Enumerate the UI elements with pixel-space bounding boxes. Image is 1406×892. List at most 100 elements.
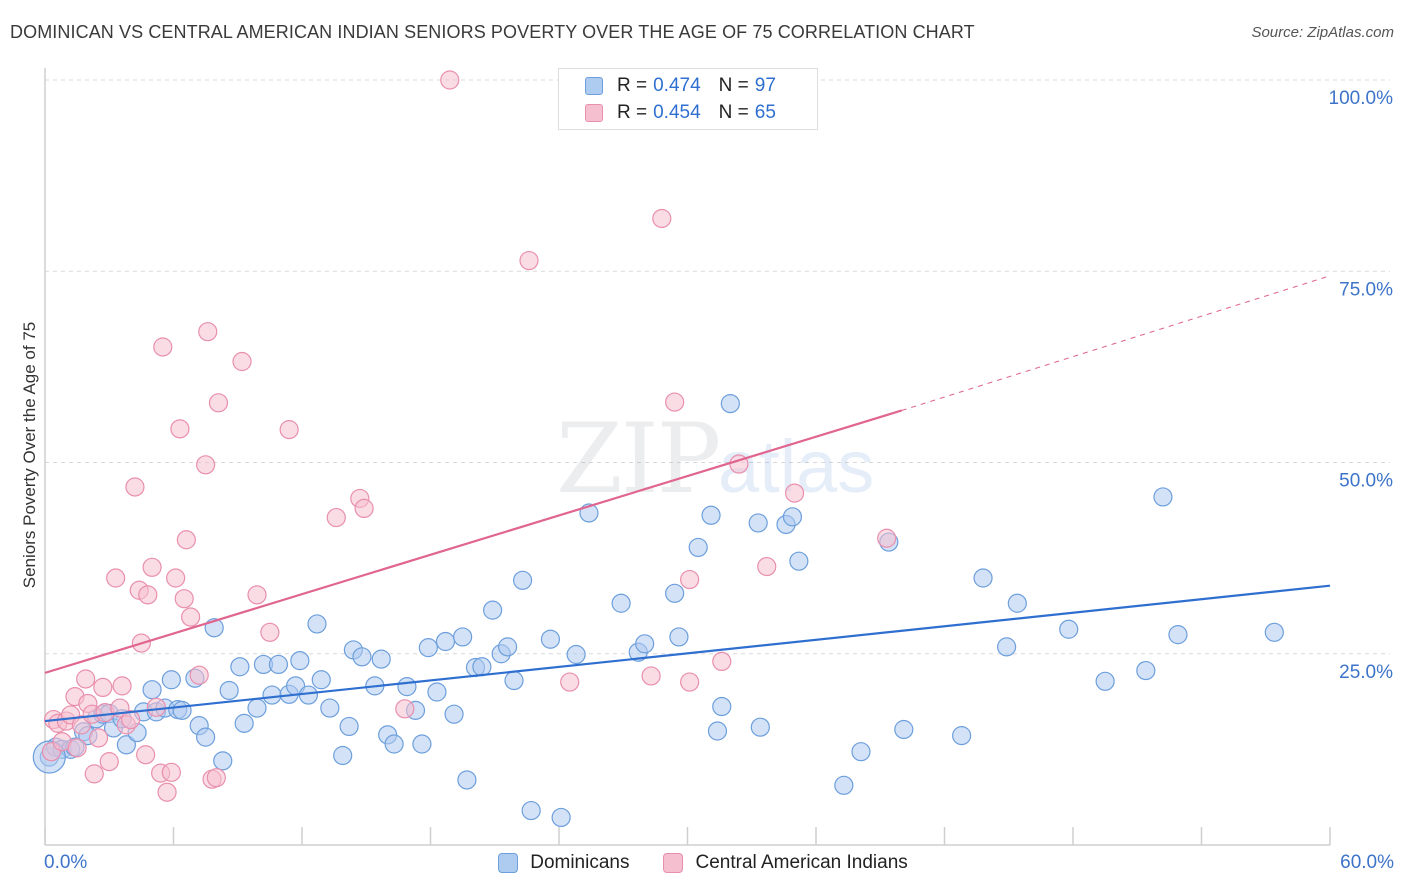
- y-tick-labels: 25.0% 50.0% 75.0% 100.0%: [1329, 88, 1394, 683]
- legend-r-label: R =: [617, 102, 648, 123]
- legend-row-dominicans: R = 0.474 N = 97: [585, 74, 776, 98]
- legend-r-label: R =: [617, 75, 648, 96]
- dominican-point: [782, 507, 803, 527]
- dominican-point: [504, 670, 524, 691]
- dominican-point: [566, 644, 586, 665]
- dominican-point: [707, 721, 728, 741]
- dominican-point: [701, 505, 721, 525]
- watermark-zip: ZIP: [556, 403, 719, 515]
- dominican-point: [997, 637, 1017, 657]
- y-tick-label: 50.0%: [1339, 471, 1393, 492]
- series-legend: Dominicans Central American Indians: [0, 852, 1406, 874]
- dominican-point: [247, 698, 267, 718]
- cai-point: [76, 669, 96, 689]
- trend-lines: [44, 275, 1331, 723]
- dominican-point: [635, 634, 655, 654]
- cai-point: [680, 569, 700, 590]
- dominican-point: [418, 638, 438, 658]
- dominican-point: [1095, 671, 1115, 691]
- cai-point: [712, 651, 732, 672]
- legend-n-value: 97: [754, 75, 776, 96]
- cai-point: [247, 585, 267, 605]
- dominican-point: [748, 513, 768, 533]
- dominican-point: [665, 583, 685, 603]
- dominican-point: [268, 654, 289, 675]
- source-label: Source: ZipAtlas.com: [1251, 24, 1394, 41]
- cai-point: [641, 666, 661, 686]
- dominican-point: [1007, 593, 1027, 613]
- dominican-point: [512, 570, 533, 590]
- dominican-point: [172, 700, 192, 720]
- cai-point: [84, 764, 104, 784]
- cai-point: [877, 528, 897, 548]
- dominican-point: [435, 631, 456, 652]
- dominican-point: [427, 682, 447, 702]
- cai-point: [138, 585, 158, 605]
- dominican-point: [973, 568, 993, 588]
- dominican-point: [320, 698, 340, 718]
- legend-item-dominicans[interactable]: Dominicans: [498, 852, 629, 874]
- cai-point: [208, 393, 229, 413]
- y-axis-label: Seniors Poverty Over the Age of 75: [20, 321, 39, 589]
- cai-point: [354, 498, 374, 518]
- cai-point: [67, 738, 87, 758]
- dominican-point: [1168, 625, 1188, 645]
- dominican-point: [333, 745, 353, 766]
- cai-point: [121, 709, 141, 730]
- dominican-point: [142, 680, 162, 700]
- cai-point: [176, 530, 196, 550]
- cai-point: [757, 556, 777, 577]
- dominican-point: [712, 696, 732, 717]
- dominican-point: [161, 670, 181, 690]
- dominican-point: [219, 680, 239, 701]
- legend-r-value: 0.454: [653, 102, 701, 123]
- dominican-point: [894, 719, 914, 740]
- cai-trend-line: [44, 409, 902, 674]
- cai-point: [157, 782, 177, 802]
- dominican-swatch: [585, 77, 603, 95]
- dominican-point: [339, 716, 359, 737]
- dominican-point: [1264, 622, 1284, 642]
- dominican-point: [116, 735, 136, 755]
- cai-point: [652, 208, 672, 229]
- dominican-points: [32, 393, 1284, 828]
- dominican-point: [213, 751, 233, 771]
- legend-item-cai[interactable]: Central American Indians: [663, 852, 908, 874]
- cai-legend-label: Central American Indians: [695, 852, 908, 873]
- legend-r-value: 0.474: [653, 75, 701, 96]
- cai-point: [279, 420, 299, 440]
- dominican-point: [498, 637, 518, 657]
- dominican-point: [311, 670, 331, 690]
- cai-point: [125, 477, 145, 497]
- cai-point: [170, 419, 190, 439]
- dominican-point: [789, 551, 809, 571]
- cai-point: [181, 607, 201, 627]
- cai-point: [153, 337, 173, 357]
- dominican-point: [750, 717, 770, 737]
- dominican-point: [371, 649, 391, 669]
- legend-n-label: N =: [718, 75, 749, 96]
- cai-point: [395, 699, 415, 719]
- cai-point: [326, 507, 346, 528]
- dominican-point: [551, 807, 571, 828]
- dominican-legend-label: Dominicans: [530, 852, 630, 873]
- dominican-point: [412, 734, 432, 754]
- dominican-point: [688, 537, 708, 558]
- legend-n-value: 65: [754, 102, 776, 123]
- cai-point: [174, 589, 194, 609]
- dominican-point: [444, 704, 464, 724]
- x-tick-max: 60.0%: [1340, 852, 1394, 873]
- dominican-point: [720, 393, 740, 414]
- dominican-point: [540, 629, 561, 649]
- watermark: ZIP atlas: [556, 403, 874, 515]
- dominican-point: [290, 651, 310, 671]
- cai-point: [560, 672, 580, 692]
- dominican-point: [457, 770, 477, 790]
- dominican-point: [483, 600, 503, 620]
- cai-point: [136, 745, 156, 765]
- x-tick-min: 0.0%: [44, 852, 88, 873]
- chart-title: DOMINICAN VS CENTRAL AMERICAN INDIAN SEN…: [10, 22, 975, 42]
- cai-point: [112, 676, 132, 696]
- cai-swatch: [585, 104, 603, 122]
